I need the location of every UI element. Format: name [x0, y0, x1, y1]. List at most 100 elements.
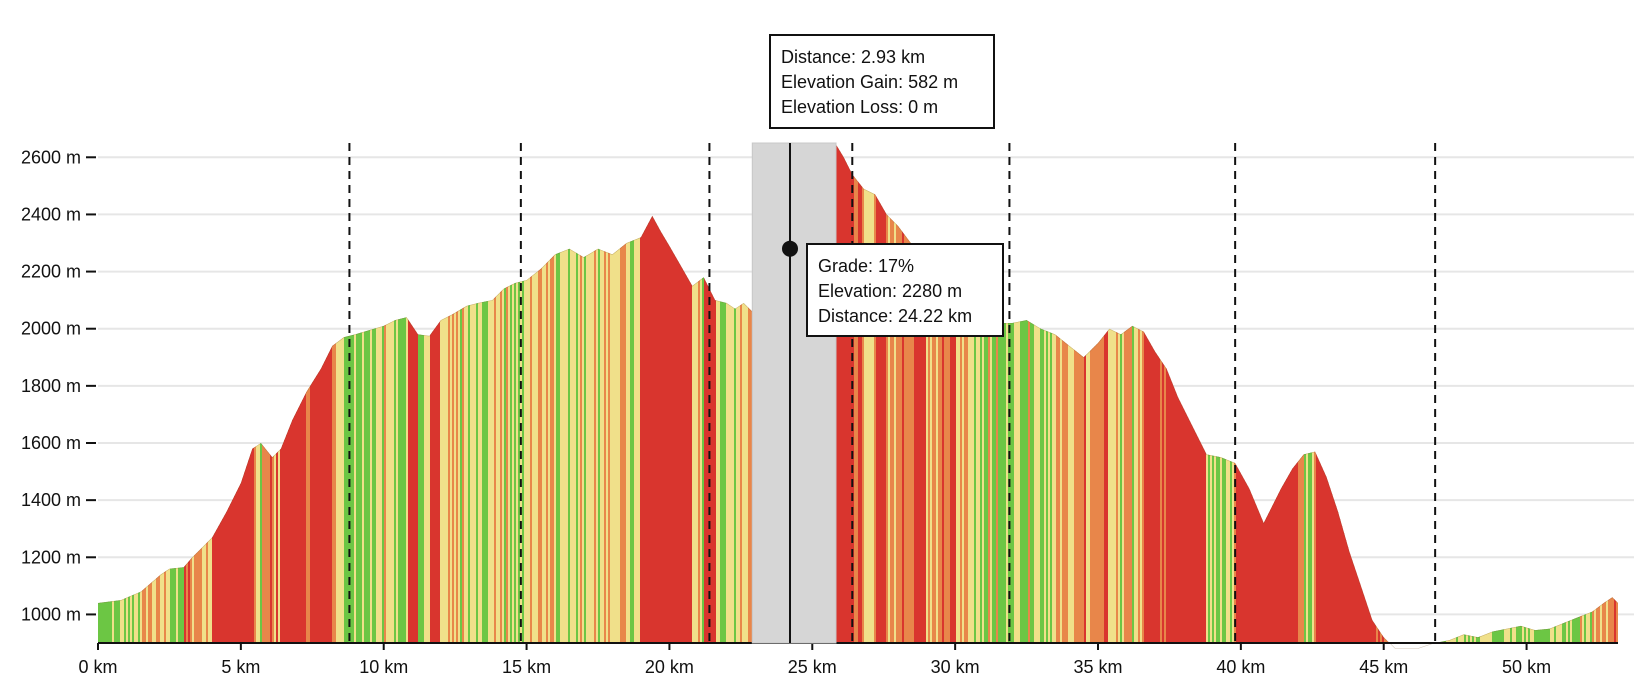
grade-strip	[1090, 143, 1093, 643]
grade-strip	[572, 143, 575, 643]
grade-strip	[1086, 143, 1089, 643]
grade-strip	[1012, 143, 1015, 643]
grade-strip	[362, 143, 365, 643]
selection-gain-label: Elevation Gain: 582 m	[781, 72, 958, 92]
grade-strip	[500, 143, 503, 643]
selection-layer[interactable]	[751, 142, 837, 644]
grade-strip	[460, 143, 463, 643]
grade-strip	[568, 143, 571, 643]
grade-strip	[1160, 143, 1163, 643]
grade-strip	[578, 143, 581, 643]
grade-strip	[350, 143, 353, 643]
grade-strip	[1072, 143, 1075, 643]
grade-strip	[980, 143, 983, 643]
grade-strip	[504, 143, 507, 643]
grade-strip	[994, 143, 997, 643]
grade-strip	[846, 143, 849, 643]
grade-strip	[868, 143, 871, 643]
grade-strip	[746, 143, 749, 643]
grade-strip	[398, 143, 401, 643]
grade-strip	[562, 143, 565, 643]
y-tick-label: 2600 m	[21, 147, 81, 167]
grade-strip	[712, 143, 715, 643]
grade-strip	[492, 143, 495, 643]
x-tick-label: 10 km	[359, 657, 408, 677]
grade-strip	[928, 143, 931, 643]
grade-strip	[454, 143, 457, 643]
grade-strip	[612, 143, 615, 643]
grade-strip	[394, 143, 397, 643]
selection-band[interactable]	[751, 142, 837, 644]
grade-strip	[574, 143, 577, 643]
grade-strip	[1118, 143, 1121, 643]
grade-strip	[936, 143, 939, 643]
grade-strip	[924, 143, 927, 643]
grade-strip	[674, 143, 677, 643]
grade-strip	[1020, 143, 1023, 643]
grade-strip	[1068, 143, 1071, 643]
grade-strip	[896, 143, 899, 643]
grade-strip	[1046, 143, 1049, 643]
grade-strip	[1114, 143, 1117, 643]
grade-strip	[378, 143, 381, 643]
grade-strip	[312, 143, 315, 643]
grade-strip	[596, 143, 599, 643]
grade-strip	[1002, 143, 1005, 643]
grade-strip	[420, 143, 423, 643]
grade-strip	[384, 143, 387, 643]
grade-strip	[966, 143, 969, 643]
grade-strip	[334, 143, 337, 643]
grade-strip	[496, 143, 499, 643]
grade-strip	[556, 143, 559, 643]
grade-strip	[592, 143, 595, 643]
grade-strip	[344, 143, 347, 643]
grade-strip	[638, 143, 641, 643]
grade-strip	[604, 143, 607, 643]
grade-strip	[576, 143, 579, 643]
grade-strip	[946, 143, 949, 643]
grade-strip	[440, 143, 443, 643]
grade-strip	[1134, 143, 1137, 643]
grade-strip	[884, 143, 887, 643]
grade-strip	[456, 143, 459, 643]
grade-strip	[1152, 143, 1155, 643]
grade-strip	[1144, 143, 1147, 643]
grade-strip	[368, 143, 371, 643]
grade-strip	[862, 143, 865, 643]
grade-strip	[432, 143, 435, 643]
grade-strip	[728, 143, 731, 643]
grade-strip	[658, 143, 661, 643]
grade-strip	[702, 143, 705, 643]
grade-strip	[1014, 143, 1017, 643]
grade-strip	[734, 143, 737, 643]
grade-strip	[332, 143, 335, 643]
grade-strip	[540, 143, 543, 643]
grade-strip	[422, 143, 425, 643]
grade-strip	[976, 143, 979, 643]
grade-strip	[942, 143, 945, 643]
grade-strip	[524, 143, 527, 643]
grade-strip	[1060, 143, 1063, 643]
grade-strip	[606, 143, 609, 643]
grade-strip	[1040, 143, 1043, 643]
grade-strip	[402, 143, 405, 643]
grade-strip	[628, 143, 631, 643]
y-tick-label: 1800 m	[21, 376, 81, 396]
grade-strip	[544, 143, 547, 643]
grade-strip	[1032, 143, 1035, 643]
grade-strip	[1048, 143, 1051, 643]
grade-strip	[328, 143, 331, 643]
grade-strip	[536, 143, 539, 643]
grade-strip	[636, 143, 639, 643]
grade-strip	[652, 143, 655, 643]
grade-strip	[1124, 143, 1127, 643]
grade-strip	[1164, 143, 1167, 643]
grade-strip	[466, 143, 469, 643]
selection-tooltip: Distance: 2.93 km Elevation Gain: 582 m …	[769, 34, 995, 129]
grade-strip	[1036, 143, 1039, 643]
grade-strip	[560, 143, 563, 643]
grade-strip	[898, 143, 901, 643]
grade-strip	[854, 143, 857, 643]
hover-point[interactable]	[782, 240, 798, 257]
